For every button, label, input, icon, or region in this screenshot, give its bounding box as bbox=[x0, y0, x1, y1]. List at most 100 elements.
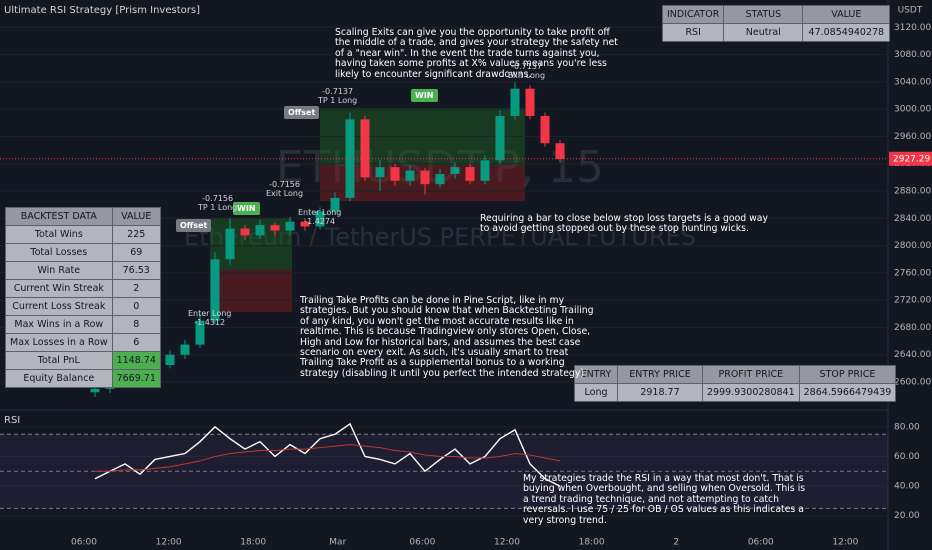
annotation: Scaling Exits can give you the opportuni… bbox=[335, 27, 618, 80]
x-tick-label: 06:00 bbox=[71, 538, 97, 548]
table-cell: Max Losses in a Row bbox=[5, 333, 113, 352]
table-row: Current Win Streak 2 bbox=[5, 279, 161, 298]
trade-badge: WIN bbox=[233, 202, 260, 215]
candle-body bbox=[315, 211, 325, 227]
rsi-line bbox=[95, 444, 561, 472]
candle-body bbox=[300, 221, 310, 227]
table-row: Equity Balance 7669.71 bbox=[5, 369, 161, 388]
last-price-tag bbox=[889, 151, 932, 166]
table-row: INDICATOR STATUS VALUE bbox=[661, 5, 891, 24]
candle-body bbox=[165, 354, 175, 365]
y-tick-label: 2600.00 bbox=[894, 378, 931, 388]
y-tick-label: 60.00 bbox=[894, 452, 920, 462]
candle-body bbox=[375, 167, 385, 178]
table-cell: BACKTEST DATA bbox=[5, 207, 113, 226]
table-row: Max Wins in a Row 8 bbox=[5, 315, 161, 334]
indicator-table: INDICATOR STATUS VALUE RSI Neutral 47.0854940… bbox=[661, 5, 891, 42]
table-cell: STATUS bbox=[723, 5, 804, 24]
candle-body bbox=[255, 225, 265, 236]
loss-zone bbox=[210, 270, 292, 312]
candle-body bbox=[525, 88, 535, 116]
candle-body bbox=[390, 167, 400, 181]
candle-body bbox=[495, 115, 505, 161]
x-tick-label: Mar bbox=[329, 538, 346, 548]
candle-body bbox=[465, 167, 475, 181]
table-cell: ENTRY PRICE bbox=[617, 365, 703, 384]
y-tick-label: 40.00 bbox=[894, 482, 920, 492]
candle-body bbox=[90, 388, 100, 393]
candle-body bbox=[480, 160, 490, 181]
x-tick-label: 12:00 bbox=[156, 538, 182, 548]
table-cell: STOP PRICE bbox=[798, 365, 897, 384]
candle-body bbox=[345, 119, 355, 198]
trade-badge: WIN bbox=[411, 89, 438, 102]
trade-label: Enter Long -1.4274 bbox=[298, 208, 342, 226]
x-tick-label: 18:00 bbox=[240, 538, 266, 548]
candle-body bbox=[270, 225, 280, 231]
table-cell: 2 bbox=[111, 279, 161, 298]
y-tick-label: 3080.00 bbox=[894, 50, 931, 60]
trade-label: -0.7137 TP 1 Long bbox=[318, 87, 358, 105]
trade-label: -0.7156 TP 1 Long bbox=[198, 194, 238, 212]
table-cell: Win Rate bbox=[5, 261, 113, 280]
candle-body bbox=[405, 170, 415, 181]
table-cell: Total Losses bbox=[5, 243, 113, 262]
y-tick-label: 80.00 bbox=[894, 422, 920, 432]
candle-body bbox=[450, 167, 460, 174]
table-cell: Total PnL bbox=[5, 351, 113, 370]
table-row: Max Losses in a Row 6 bbox=[5, 333, 161, 352]
y-tick-label: 2880.00 bbox=[894, 187, 931, 197]
table-cell: RSI bbox=[661, 23, 725, 42]
trade-label: -0.7156 Exit Long bbox=[266, 180, 304, 198]
x-tick-label: 12:00 bbox=[832, 538, 858, 548]
table-cell: INDICATOR bbox=[661, 5, 725, 24]
candle-body bbox=[360, 119, 370, 178]
annotation: Requiring a bar to close below stop loss… bbox=[480, 213, 768, 235]
y-tick-label: 2680.00 bbox=[894, 323, 931, 333]
table-cell: 2918.77 bbox=[617, 383, 703, 402]
x-tick-label: 06:00 bbox=[748, 538, 774, 548]
table-cell: 225 bbox=[111, 225, 161, 244]
table-row: ENTRY ENTRY PRICE PROFIT PRICE STOP PRICE bbox=[574, 365, 897, 384]
table-cell: 69 bbox=[111, 243, 161, 262]
table-cell: VALUE bbox=[802, 5, 891, 24]
candle-body bbox=[240, 228, 250, 236]
candle-body bbox=[555, 143, 565, 159]
candle-body bbox=[420, 170, 430, 185]
x-tick-label: 06:00 bbox=[409, 538, 435, 548]
candle-body bbox=[330, 197, 340, 212]
last-price-label: 2927.29 bbox=[893, 154, 930, 164]
table-cell: Max Wins in a Row bbox=[5, 315, 113, 334]
candle-body bbox=[285, 221, 295, 231]
candle-body bbox=[435, 173, 445, 185]
table-cell: 76.53 bbox=[111, 261, 161, 280]
candle-body bbox=[540, 115, 550, 144]
annotation: Trailing Take Profits can be done in Pin… bbox=[300, 295, 594, 379]
table-row: BACKTEST DATA VALUE bbox=[5, 207, 161, 226]
table-row: Total Wins 225 bbox=[5, 225, 161, 244]
table-row: Long 2918.77 2999.9300280841 2864.596647943… bbox=[574, 383, 897, 402]
y-tick-label: 3040.00 bbox=[894, 77, 931, 87]
table-cell: 2999.9300280841 bbox=[702, 383, 800, 402]
rsi-title: RSI bbox=[4, 415, 20, 426]
table-cell: 2864.5966479439 bbox=[798, 383, 897, 402]
table-cell: Long bbox=[574, 383, 618, 402]
y-tick-label: 2720.00 bbox=[894, 296, 931, 306]
trade-table: ENTRY ENTRY PRICE PROFIT PRICE STOP PRICE Lo… bbox=[574, 365, 897, 402]
table-cell: 1148.74 bbox=[111, 351, 161, 370]
table-cell: 47.0854940278 bbox=[802, 23, 891, 42]
candle-body bbox=[225, 228, 235, 260]
currency: USDT bbox=[898, 6, 923, 16]
y-tick-label: 2640.00 bbox=[894, 350, 931, 360]
candle-body bbox=[195, 320, 205, 345]
table-cell: Total Wins bbox=[5, 225, 113, 244]
table-cell: 6 bbox=[111, 333, 161, 352]
y-tick-label: 2760.00 bbox=[894, 268, 931, 278]
table-cell: Equity Balance bbox=[5, 369, 113, 388]
strategy-title: Ultimate RSI Strategy [Prism Investors] bbox=[4, 5, 200, 16]
backtest-table: BACKTEST DATA VALUE Total Wins 225 Total Los… bbox=[5, 207, 161, 388]
table-row: Win Rate 76.53 bbox=[5, 261, 161, 280]
annotation: My strategies trade the RSI in a way tha… bbox=[523, 473, 806, 526]
